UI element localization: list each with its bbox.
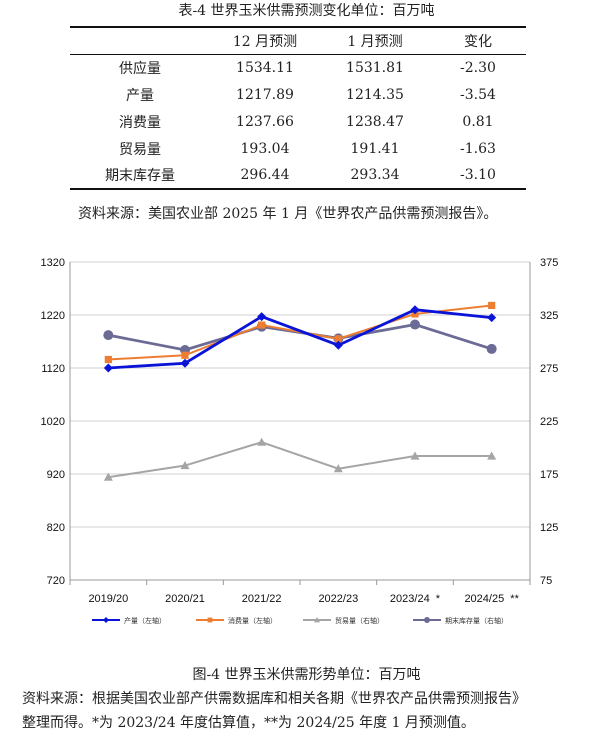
table-row: 贸易量 193.04 191.41 -1.63 bbox=[70, 135, 526, 162]
left-tick-label: 920 bbox=[47, 469, 65, 481]
cell-jan: 191.41 bbox=[350, 140, 400, 157]
x-tick-label: 2022/23 bbox=[318, 593, 358, 605]
data-point bbox=[487, 451, 497, 460]
data-point bbox=[334, 335, 342, 343]
row-label: 产量 bbox=[126, 87, 154, 104]
series-line bbox=[108, 441, 492, 479]
data-point bbox=[424, 617, 430, 623]
data-point bbox=[410, 305, 420, 315]
data-point bbox=[487, 313, 497, 323]
figure-source-line2: 整理而得。*为 2023/24 年度估算值，**为 2024/25 年度 1 月… bbox=[22, 715, 475, 731]
right-tick-label: 175 bbox=[540, 469, 558, 481]
table-header-jan: 1 月预测 bbox=[320, 26, 430, 55]
data-point bbox=[181, 351, 189, 359]
data-point bbox=[258, 321, 266, 329]
cell-change: -2.30 bbox=[460, 59, 496, 76]
table-row: 供应量 1534.11 1531.81 -2.30 bbox=[70, 54, 526, 81]
legend-label: 消费量（左轴） bbox=[228, 616, 277, 625]
table-row: 期末库存量 296.44 293.34 -3.10 bbox=[70, 162, 526, 190]
left-tick-label: 1320 bbox=[41, 257, 65, 269]
data-point bbox=[486, 343, 497, 354]
cell-jan: 293.34 bbox=[320, 162, 430, 190]
row-label: 期末库存量 bbox=[70, 162, 210, 190]
data-point bbox=[104, 355, 112, 364]
series-line bbox=[108, 323, 493, 352]
row-label: 贸易量 bbox=[119, 141, 161, 158]
cell-dec: 1534.11 bbox=[236, 59, 294, 76]
series-line bbox=[108, 304, 492, 361]
right-axis-ticks: 75 125 175 225 275 325 375 bbox=[540, 257, 558, 587]
left-tick-label: 820 bbox=[47, 522, 65, 534]
cell-change: -3.54 bbox=[460, 86, 496, 103]
legend-label: 期末库存量（右轴） bbox=[445, 616, 508, 625]
data-point bbox=[103, 330, 114, 341]
chart-legend: 产量（左轴） 消费量（左轴） 贸易量（右轴） 期末库存量（右轴） bbox=[92, 616, 508, 625]
cell-jan: 1214.35 bbox=[346, 86, 404, 103]
right-tick-label: 325 bbox=[540, 310, 558, 322]
supply-demand-chart: 720 820 920 1020 1120 1220 1320 75 125 175 225 275… bbox=[41, 257, 559, 625]
right-tick-label: 225 bbox=[540, 416, 558, 428]
cell-change: -3.10 bbox=[430, 162, 526, 190]
cell-change: 0.81 bbox=[462, 113, 494, 130]
x-tick-label: 2019/20 bbox=[88, 593, 128, 605]
legend-label: 贸易量（右轴） bbox=[335, 616, 384, 625]
cell-jan: 1238.47 bbox=[346, 113, 404, 130]
right-tick-label: 125 bbox=[540, 522, 558, 534]
data-point bbox=[333, 464, 343, 473]
table-header-label bbox=[70, 26, 210, 55]
figure-source-line1: 资料来源：根据美国农业部产供需数据库和相关各期《世界农产品供需预测报告》 bbox=[22, 691, 526, 707]
x-tick-label: 2023/24 * bbox=[390, 593, 441, 605]
data-point bbox=[488, 301, 496, 310]
data-point bbox=[257, 312, 267, 322]
figure-caption: 图-4 世界玉米供需形势单位：百万吨 bbox=[192, 667, 421, 683]
x-tick-label: 2020/21 bbox=[165, 593, 205, 605]
data-point bbox=[410, 451, 420, 460]
table-row: 消费量 1237.66 1238.47 0.81 bbox=[70, 108, 526, 135]
data-point bbox=[410, 319, 420, 330]
row-label: 消费量 bbox=[119, 114, 161, 131]
data-point bbox=[207, 617, 213, 623]
left-tick-label: 1120 bbox=[41, 363, 65, 375]
cell-change: -1.63 bbox=[460, 140, 496, 157]
left-axis-ticks: 720 820 920 1020 1120 1220 1320 bbox=[41, 257, 65, 587]
data-point bbox=[180, 461, 190, 470]
data-point bbox=[333, 340, 343, 350]
cell-dec: 296.44 bbox=[210, 162, 320, 190]
cell-dec: 1237.66 bbox=[236, 113, 294, 130]
data-point bbox=[103, 472, 113, 481]
left-tick-label: 1020 bbox=[41, 416, 65, 428]
right-tick-label: 275 bbox=[540, 363, 558, 375]
table-row: 产量 1217.89 1214.35 -3.54 bbox=[70, 81, 526, 108]
table-source-note: 资料来源：美国农业部 2025 年 1 月《世界农产品供需预测报告》。 bbox=[78, 206, 498, 222]
x-tick-label: 2021/22 bbox=[242, 593, 282, 605]
right-tick-label: 375 bbox=[540, 257, 558, 269]
series-line bbox=[108, 308, 492, 370]
data-point bbox=[180, 358, 190, 368]
table-header-change: 变化 bbox=[430, 26, 526, 55]
table-header-row: 12 月预测 1 月预测 变化 bbox=[70, 26, 526, 55]
supply-demand-table: 12 月预测 1 月预测 变化 供应量 1534.11 1531.81 -2.3… bbox=[70, 26, 526, 190]
chart-grid bbox=[69, 261, 531, 585]
x-axis-ticks: 2019/20 2020/21 2021/22 2022/23 2023/24 * 202… bbox=[88, 593, 519, 605]
data-point bbox=[103, 363, 113, 373]
data-point bbox=[103, 617, 109, 623]
legend-label: 产量（左轴） bbox=[124, 616, 166, 625]
chart-series bbox=[103, 301, 497, 481]
row-label: 供应量 bbox=[119, 60, 161, 77]
left-tick-label: 720 bbox=[47, 575, 65, 587]
table-title: 表-4 世界玉米供需预测变化单位：百万吨 bbox=[178, 3, 435, 19]
data-point bbox=[257, 437, 267, 446]
data-point bbox=[314, 617, 320, 623]
cell-dec: 1217.89 bbox=[236, 86, 294, 103]
cell-dec: 193.04 bbox=[240, 140, 290, 157]
right-tick-label: 75 bbox=[540, 575, 552, 587]
x-tick-label: 2024/25 ** bbox=[464, 593, 519, 605]
left-tick-label: 1220 bbox=[41, 310, 65, 322]
table-header-dec: 12 月预测 bbox=[210, 26, 320, 55]
cell-jan: 1531.81 bbox=[346, 59, 404, 76]
